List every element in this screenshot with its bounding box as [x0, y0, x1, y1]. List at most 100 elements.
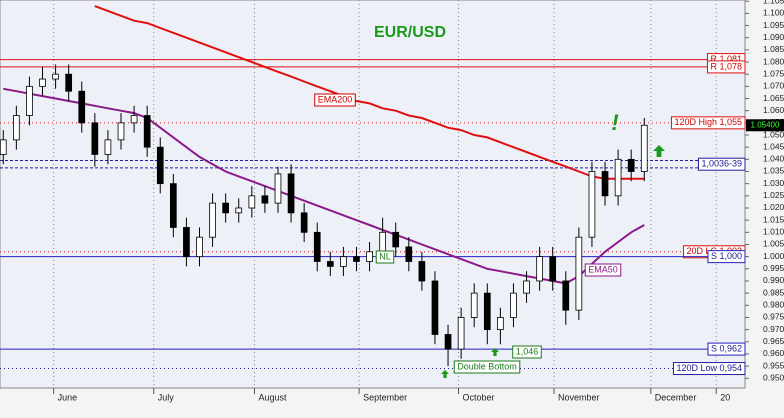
y-tick-label: 1.010	[763, 227, 784, 237]
candle-body	[169, 183, 177, 228]
candle-body	[26, 85, 33, 116]
y-tick-label: 1.105	[763, 0, 784, 5]
candle-body	[78, 90, 86, 124]
level-label-text: S 0,962	[711, 343, 742, 353]
candle-body	[91, 122, 99, 155]
x-tick-label: August	[258, 392, 287, 402]
candle-body	[497, 317, 504, 331]
y-tick-label: 1.005	[763, 239, 784, 249]
y-tick-label: 0.995	[763, 263, 784, 273]
annotation-text: EMA50	[588, 264, 618, 274]
candle-body	[235, 207, 243, 214]
annotation-box	[512, 345, 542, 359]
candle-body	[156, 146, 164, 185]
y-tick-label: 0.970	[763, 324, 784, 334]
level-label-box	[707, 342, 746, 356]
y-tick-label: 1.000	[763, 251, 784, 261]
y-tick-label: 0.950	[763, 373, 784, 383]
level-label-box	[707, 250, 746, 264]
y-tick-label: 1.060	[763, 105, 784, 115]
arrow	[441, 370, 449, 378]
candle-body	[183, 227, 190, 258]
level-label-box	[697, 157, 746, 171]
y-tick-label: 1.100	[763, 8, 784, 18]
level-label-text: S 1,000	[711, 251, 742, 261]
y-tick-label: 1.085	[763, 44, 784, 54]
y-tick-label: 0.990	[763, 275, 784, 285]
candle-body	[300, 212, 308, 233]
candle-body	[405, 246, 413, 262]
y-tick-label: 1.075	[763, 68, 784, 78]
candle-body	[601, 171, 609, 197]
x-tick-label: June	[58, 392, 78, 402]
x-tick-label: September	[363, 392, 407, 402]
arrow	[653, 145, 665, 157]
x-tick-label: July	[158, 392, 175, 402]
level-label: 120D Low 0,954	[672, 362, 746, 376]
candle-body	[209, 202, 216, 238]
level-label-text: R 1,078	[710, 61, 742, 71]
annotation-box	[584, 263, 622, 277]
y-tick-label: 1.045	[763, 141, 784, 151]
level-label-box	[672, 362, 746, 376]
candle-body	[130, 115, 138, 124]
candle-body	[483, 292, 491, 331]
y-tick-label: 1.050	[763, 129, 784, 139]
candle-body	[326, 261, 334, 267]
level-label-text: 1,0036-39	[701, 159, 742, 169]
candle-body	[536, 256, 543, 282]
x-tick-label: October	[463, 392, 495, 402]
candle-body	[510, 292, 517, 318]
ma-line	[94, 5, 645, 180]
candle-body	[222, 202, 230, 214]
level-label: 1,0036-39	[697, 157, 746, 171]
y-tick-label: 1.035	[763, 166, 784, 176]
candle-body	[470, 292, 478, 318]
candle-body	[614, 158, 622, 197]
x-tick-label: 20	[720, 392, 730, 402]
level-label-text: 120D Low 0,954	[676, 363, 742, 373]
candle-body	[588, 171, 596, 238]
candle-body	[13, 115, 20, 141]
y-tick-label: 0.955	[763, 360, 784, 370]
y-tick-label: 0.975	[763, 312, 784, 322]
y-tick-label: 1.065	[763, 93, 784, 103]
candle-body	[627, 158, 635, 172]
candle-body	[444, 334, 452, 350]
candle-body	[0, 139, 7, 155]
candle-body	[313, 231, 321, 262]
annotation: 1,046	[512, 345, 542, 359]
level-label: 120D High 1,055	[670, 116, 746, 130]
candle-body	[261, 195, 269, 204]
candle-body	[104, 139, 112, 155]
candle-body	[431, 280, 439, 335]
price-tag	[746, 119, 784, 132]
plot-area	[0, 0, 746, 389]
candle-body	[143, 115, 151, 148]
y-tick-label: 0.965	[763, 336, 784, 346]
candle-body	[65, 73, 73, 92]
candle-body	[640, 124, 648, 172]
annotation-text: NL	[379, 251, 391, 261]
chart-title: EUR/USD	[374, 24, 446, 41]
candle-body	[340, 256, 347, 267]
level-label: S 1,000	[707, 250, 746, 264]
candle-body	[575, 236, 583, 311]
level-label: S 0,962	[707, 342, 746, 356]
annotation: EMA200	[314, 93, 356, 107]
candle-body	[392, 231, 400, 248]
candle-body	[353, 256, 360, 262]
y-tick-label: 0.960	[763, 348, 784, 358]
annotation: NL	[375, 250, 395, 264]
annotation-text: !	[611, 110, 618, 135]
candle-body	[366, 251, 373, 262]
candle-body	[549, 256, 557, 282]
y-tick-label: 1.070	[763, 81, 784, 91]
y-tick-label: 1.095	[763, 20, 784, 30]
candle-body	[562, 280, 570, 311]
y-tick-label: 1.090	[763, 32, 784, 42]
annotation-text: Double Bottom	[457, 361, 517, 371]
price-tag-text: 1.05400	[751, 120, 780, 129]
annotation-box	[314, 93, 356, 107]
